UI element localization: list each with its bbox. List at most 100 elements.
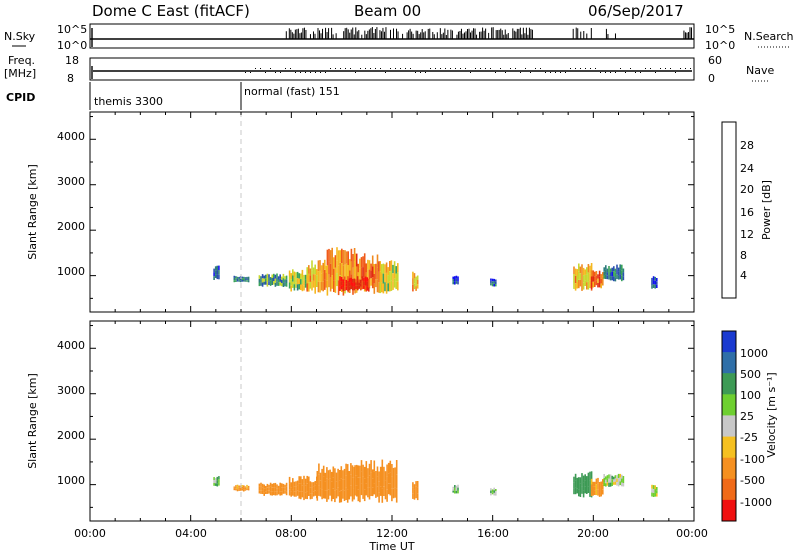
velocity-mark-5 bbox=[357, 477, 360, 490]
nsky-panel-frame bbox=[89, 23, 695, 49]
power-mark-7 bbox=[352, 278, 354, 283]
power-mark-6 bbox=[367, 269, 369, 280]
power-mark-10 bbox=[457, 276, 459, 280]
velocity-mark-5 bbox=[370, 484, 372, 496]
power-mark-4 bbox=[311, 260, 313, 271]
power-mark-7 bbox=[363, 281, 365, 286]
velocity-mark-6 bbox=[416, 493, 419, 501]
power-mark-3 bbox=[295, 277, 297, 283]
nave-dot bbox=[440, 68, 441, 69]
power-mark-1 bbox=[244, 277, 247, 279]
power-mark-7 bbox=[358, 279, 360, 283]
power-mark-2 bbox=[276, 281, 278, 286]
power-mark-12 bbox=[573, 281, 575, 289]
velocity-mark-2 bbox=[260, 490, 262, 494]
velocity-mark-1 bbox=[246, 488, 248, 491]
velocity-mark-2 bbox=[284, 484, 286, 488]
power-mark-2 bbox=[279, 274, 281, 279]
velocity-mark-5 bbox=[357, 465, 360, 478]
velocity-mark-1 bbox=[239, 487, 242, 490]
power-mark-13 bbox=[598, 276, 601, 282]
velocity-mark-2 bbox=[274, 482, 277, 488]
velocity-mark-4 bbox=[316, 490, 319, 501]
power-mark-3 bbox=[301, 284, 304, 292]
power-mark-15 bbox=[654, 284, 656, 289]
power-mark-7 bbox=[347, 286, 349, 291]
velocity-mark-5 bbox=[375, 471, 377, 480]
power-mark-7 bbox=[347, 276, 349, 282]
velocity-mark-2 bbox=[266, 490, 269, 494]
power-mark-11 bbox=[495, 284, 497, 287]
velocity-mark-5 bbox=[376, 476, 379, 487]
velocity-mark-4 bbox=[342, 470, 344, 480]
velocity-mark-5 bbox=[394, 477, 396, 488]
velocity-mark-5 bbox=[367, 468, 369, 478]
velocity-mark-2 bbox=[271, 483, 273, 488]
power-mark-6 bbox=[378, 271, 380, 283]
velocity-mark-5 bbox=[389, 460, 392, 473]
power-mark-13 bbox=[600, 278, 602, 284]
velocity-mark-11 bbox=[611, 475, 613, 480]
xtick-0400: 04:00 bbox=[175, 527, 207, 540]
velocity-mark-6 bbox=[413, 489, 416, 495]
power-mark-15 bbox=[654, 280, 656, 285]
velocity-mark-4 bbox=[346, 477, 349, 490]
power-mark-15 bbox=[651, 277, 653, 282]
power-mark-11 bbox=[495, 281, 497, 285]
nave-dot bbox=[275, 72, 276, 73]
velocity-mark-4 bbox=[338, 491, 341, 503]
power-mark-4 bbox=[314, 264, 316, 275]
velocity-mark-7 bbox=[455, 485, 458, 489]
velocity-mark-0 bbox=[213, 477, 215, 480]
power-mark-1 bbox=[238, 278, 240, 281]
velocity-mark-5 bbox=[355, 486, 358, 497]
power-mark-9 bbox=[413, 283, 416, 290]
power-mark-0 bbox=[213, 268, 215, 273]
nave-dot bbox=[250, 72, 251, 73]
power-mark-7 bbox=[368, 278, 370, 283]
nave-dot bbox=[320, 72, 321, 73]
power-mark-4 bbox=[308, 274, 310, 283]
power-mark-3 bbox=[290, 279, 292, 286]
velocity-mark-11 bbox=[606, 482, 609, 486]
velocity-mark-3 bbox=[308, 483, 310, 490]
power-mark-1 bbox=[233, 280, 236, 283]
power-mark-7 bbox=[353, 282, 356, 287]
velocity-mark-5 bbox=[381, 459, 384, 474]
power-mark-10 bbox=[455, 281, 458, 284]
power-mark-2 bbox=[273, 281, 275, 285]
velocity-mark-3 bbox=[288, 476, 291, 484]
velocity-mark-9 bbox=[578, 489, 580, 497]
velocity-mark-8 bbox=[491, 491, 494, 493]
power-mark-10 bbox=[455, 275, 458, 279]
velocity-mark-4 bbox=[353, 477, 355, 489]
power-mark-5 bbox=[326, 280, 329, 296]
power-mark-6 bbox=[376, 279, 379, 293]
power-mark-8 bbox=[392, 264, 394, 274]
power-mark-15 bbox=[656, 278, 658, 282]
power-mark-1 bbox=[236, 280, 239, 282]
power-mark-6 bbox=[355, 266, 358, 280]
power-mark-8 bbox=[392, 273, 394, 282]
velocity-mark-1 bbox=[235, 487, 237, 489]
power-mark-4 bbox=[306, 283, 308, 292]
velocity-mark-3 bbox=[300, 476, 302, 484]
nave-dot bbox=[660, 68, 661, 69]
power-mark-1 bbox=[247, 280, 250, 283]
power-mark-5 bbox=[328, 248, 330, 262]
velocity-mark-10 bbox=[602, 479, 604, 485]
nave-dot bbox=[590, 68, 591, 69]
power-mark-6 bbox=[360, 267, 363, 279]
velocity-mark-1 bbox=[244, 487, 247, 490]
velocity-mark-5 bbox=[365, 484, 368, 496]
power-mark-7 bbox=[360, 279, 362, 284]
velocity-mark-10 bbox=[594, 490, 596, 495]
power-mark-12 bbox=[590, 263, 593, 273]
velocity-mark-0 bbox=[214, 480, 217, 484]
velocity-mark-0 bbox=[213, 480, 215, 483]
power-mark-3 bbox=[298, 273, 300, 279]
power-mark-2 bbox=[258, 278, 261, 283]
velocity-mark-0 bbox=[216, 483, 219, 487]
velocity-mark-4 bbox=[329, 478, 331, 487]
velocity-mark-11 bbox=[621, 474, 623, 479]
